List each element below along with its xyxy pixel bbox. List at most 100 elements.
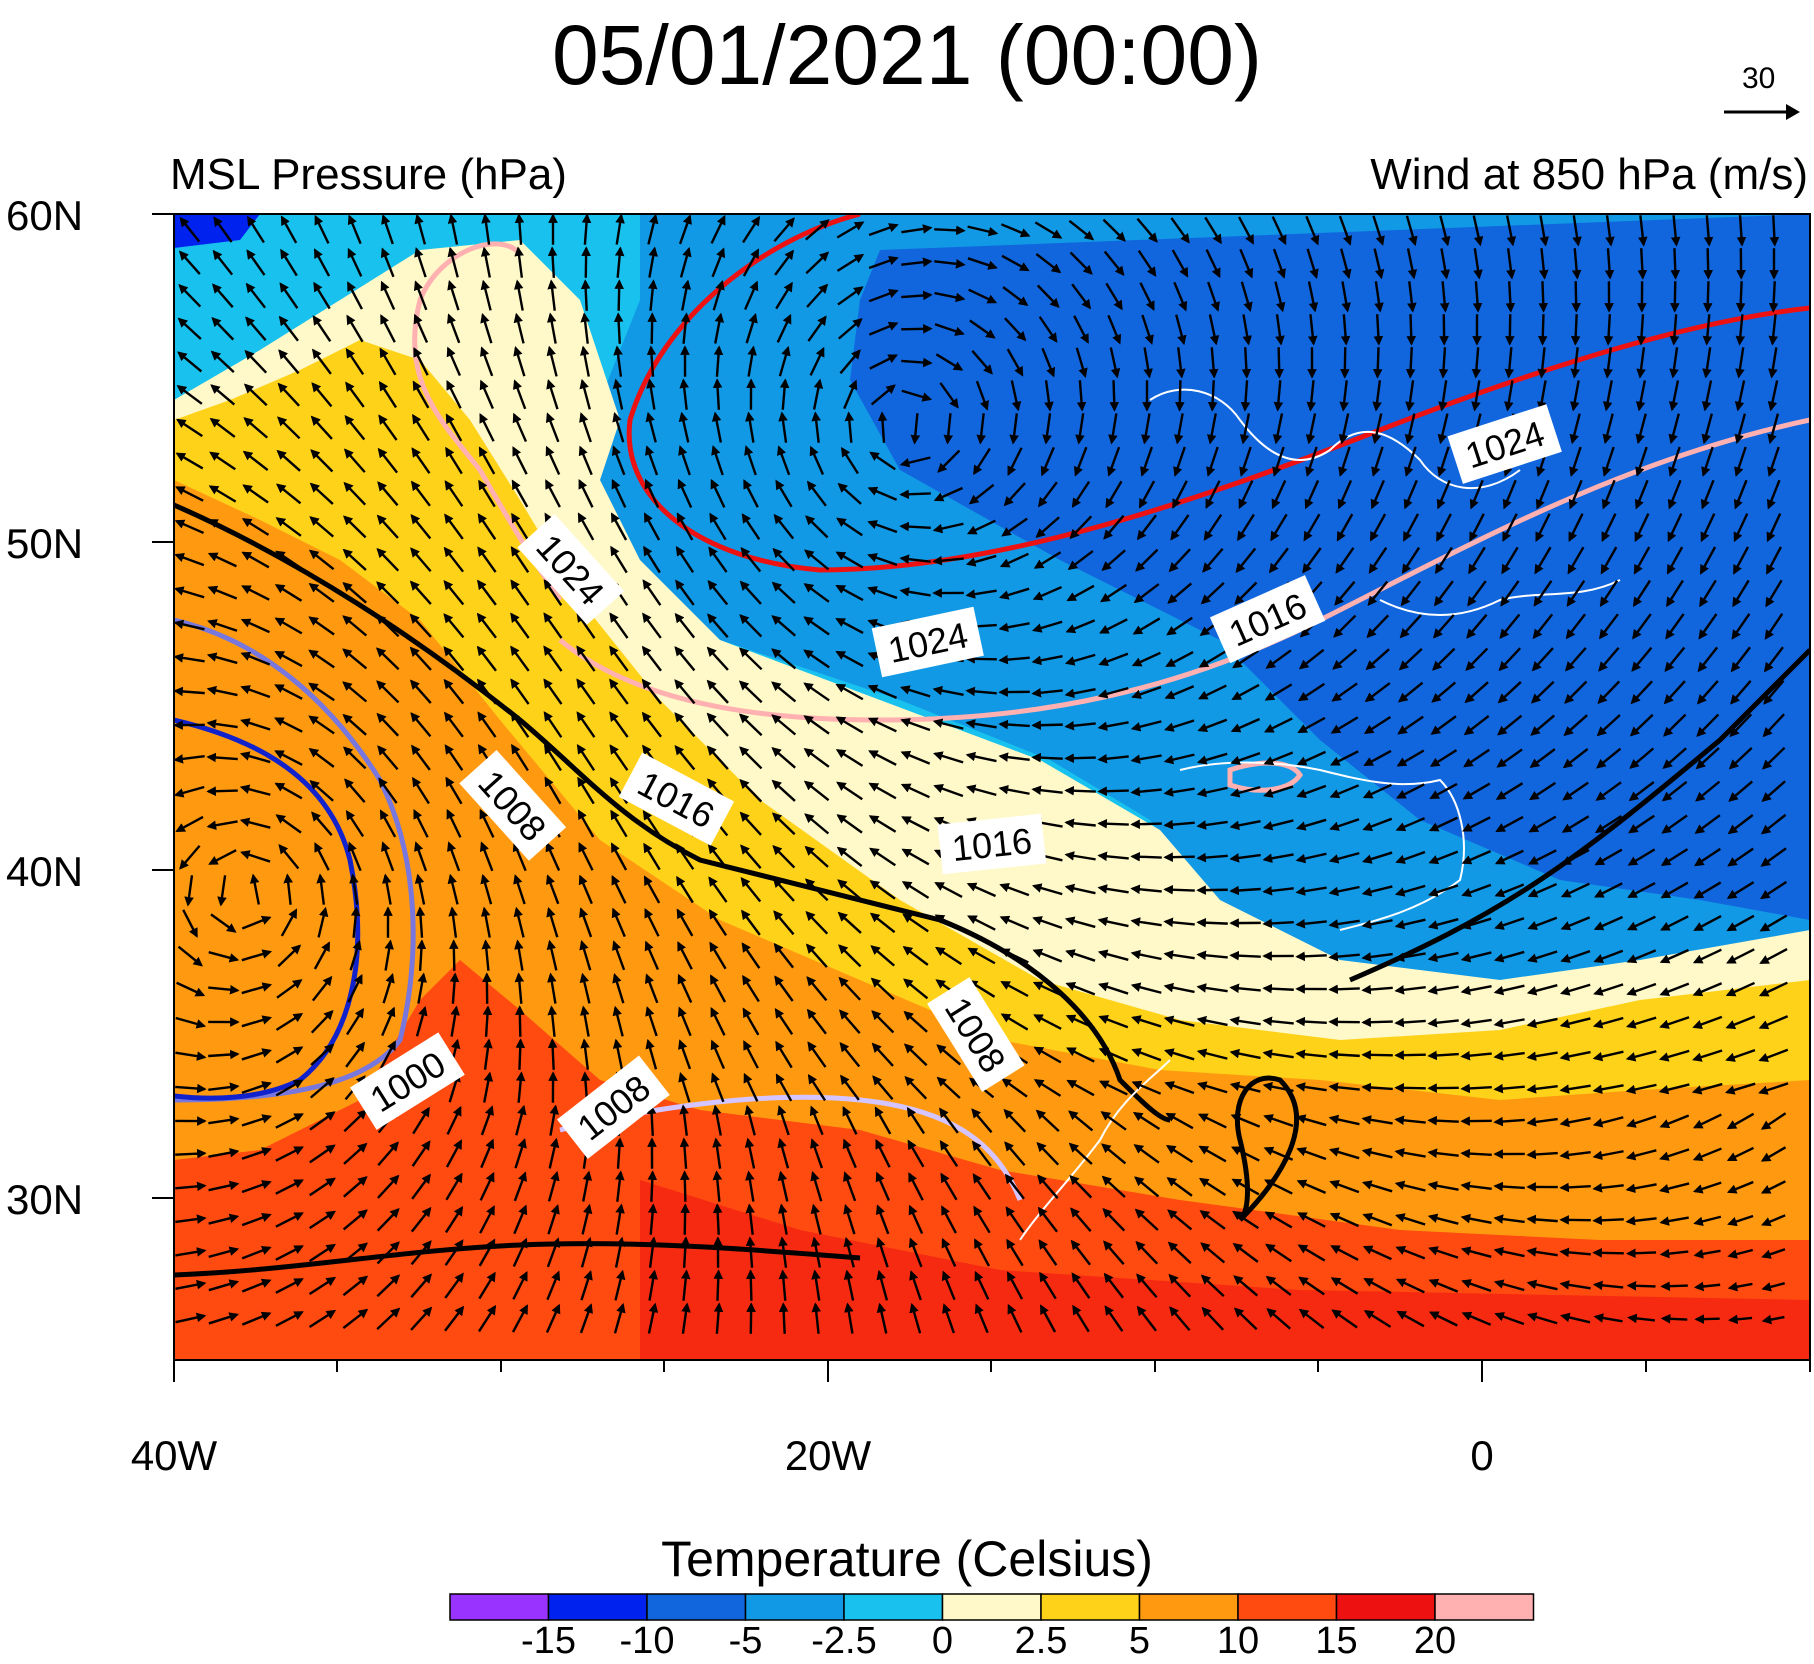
wind-vector xyxy=(805,515,829,539)
wind-vector xyxy=(1174,413,1184,445)
wind-vector xyxy=(313,248,331,277)
wind-vector xyxy=(1035,253,1062,274)
wind-vector xyxy=(835,683,864,701)
wind-vector xyxy=(932,685,964,697)
wind-vector xyxy=(411,447,431,474)
wind-vector xyxy=(174,785,205,798)
wind-vector xyxy=(242,484,269,504)
wind-vector xyxy=(409,646,432,671)
wind-vector xyxy=(413,347,429,376)
wind-vector xyxy=(867,717,897,733)
wind-vector xyxy=(738,680,763,704)
wind-vector xyxy=(543,711,563,738)
wind-vector xyxy=(1601,479,1616,510)
wind-vector xyxy=(679,246,692,278)
wind-vector xyxy=(1765,579,1783,608)
wind-vector xyxy=(1632,613,1652,640)
wind-vector xyxy=(844,411,855,443)
wind-vector xyxy=(207,552,237,568)
wind-vector xyxy=(1663,680,1686,705)
wind-vector xyxy=(746,1269,756,1301)
wind-vector xyxy=(1262,983,1294,994)
wind-vector xyxy=(1505,281,1516,313)
wind-vector xyxy=(811,411,821,443)
wind-vector xyxy=(246,249,266,276)
wind-vector xyxy=(1436,513,1452,542)
wind-vector xyxy=(747,345,757,377)
wind-vector xyxy=(1130,819,1162,829)
wind-vector xyxy=(1131,686,1162,699)
wind-vector xyxy=(1099,618,1128,634)
wind-vector xyxy=(774,249,795,276)
wind-vector xyxy=(1564,680,1588,704)
wind-vector xyxy=(1167,582,1193,604)
wind-vector xyxy=(510,645,530,672)
wind-vector xyxy=(547,312,557,344)
wind-vector xyxy=(1735,314,1746,346)
wind-vector xyxy=(809,346,825,376)
wind-vector xyxy=(1097,686,1129,699)
wind-vector xyxy=(901,257,933,267)
wind-vector xyxy=(835,584,864,602)
wind-vector xyxy=(308,583,335,603)
wind-vector xyxy=(1306,248,1319,279)
wind-vector xyxy=(1697,646,1719,673)
wind-vector xyxy=(712,378,723,410)
wind-vector xyxy=(579,412,592,443)
wind-vector xyxy=(175,1148,207,1159)
wind-vector xyxy=(1429,749,1458,767)
wind-vector xyxy=(212,249,234,276)
wind-vector xyxy=(1734,380,1746,412)
wind-vector xyxy=(413,280,428,311)
wind-vector xyxy=(642,612,662,639)
wind-vector xyxy=(1097,753,1129,764)
wind-vector xyxy=(1463,715,1490,736)
wind-vector xyxy=(1599,579,1619,607)
wind-vector xyxy=(1068,219,1095,241)
wind-vector xyxy=(1703,215,1714,247)
wind-vector xyxy=(1207,380,1218,412)
wind-vector xyxy=(274,584,303,602)
wind-vector xyxy=(1109,347,1121,379)
wind-vector xyxy=(1472,281,1483,313)
wind-vector xyxy=(1332,648,1358,670)
wind-vector xyxy=(1404,413,1416,445)
wind-vector xyxy=(675,579,695,606)
wind-vector xyxy=(837,318,863,340)
wind-vector xyxy=(837,482,862,505)
wind-vector xyxy=(410,547,432,573)
wind-vector xyxy=(309,779,334,802)
wind-vector xyxy=(1069,515,1093,540)
wind-vector xyxy=(343,481,367,506)
wind-vector xyxy=(1535,513,1551,542)
wind-vector xyxy=(1338,446,1351,477)
lat-label-50n: 50N xyxy=(6,520,84,567)
wind-vector xyxy=(1239,248,1254,279)
wind-vector xyxy=(1463,748,1490,768)
wind-vector xyxy=(1694,1314,1720,1324)
wind-vector xyxy=(576,711,596,738)
wind-vector xyxy=(971,350,993,375)
wind-vector xyxy=(1537,314,1548,346)
wind-vector xyxy=(1330,750,1359,766)
wind-vector xyxy=(1668,380,1680,412)
wind-vector xyxy=(835,617,864,635)
wind-vector xyxy=(1698,613,1718,640)
wind-vector xyxy=(545,445,561,475)
wind-vector xyxy=(1042,413,1052,445)
wind-vector xyxy=(1730,680,1752,705)
wind-vector xyxy=(241,551,270,569)
wind-vector xyxy=(1242,314,1252,346)
wind-vector xyxy=(1031,687,1063,698)
wind-vector xyxy=(676,512,694,541)
wind-vector xyxy=(514,214,525,245)
wind-vector xyxy=(681,279,692,311)
wind-vector xyxy=(836,221,865,239)
wind-vector xyxy=(1337,479,1353,510)
wind-vector xyxy=(709,512,727,541)
wind-vector xyxy=(939,382,959,409)
wind-vector xyxy=(1230,717,1261,733)
wind-vector xyxy=(679,378,689,410)
wind-vector xyxy=(275,550,302,570)
wind-vector xyxy=(1568,479,1583,510)
